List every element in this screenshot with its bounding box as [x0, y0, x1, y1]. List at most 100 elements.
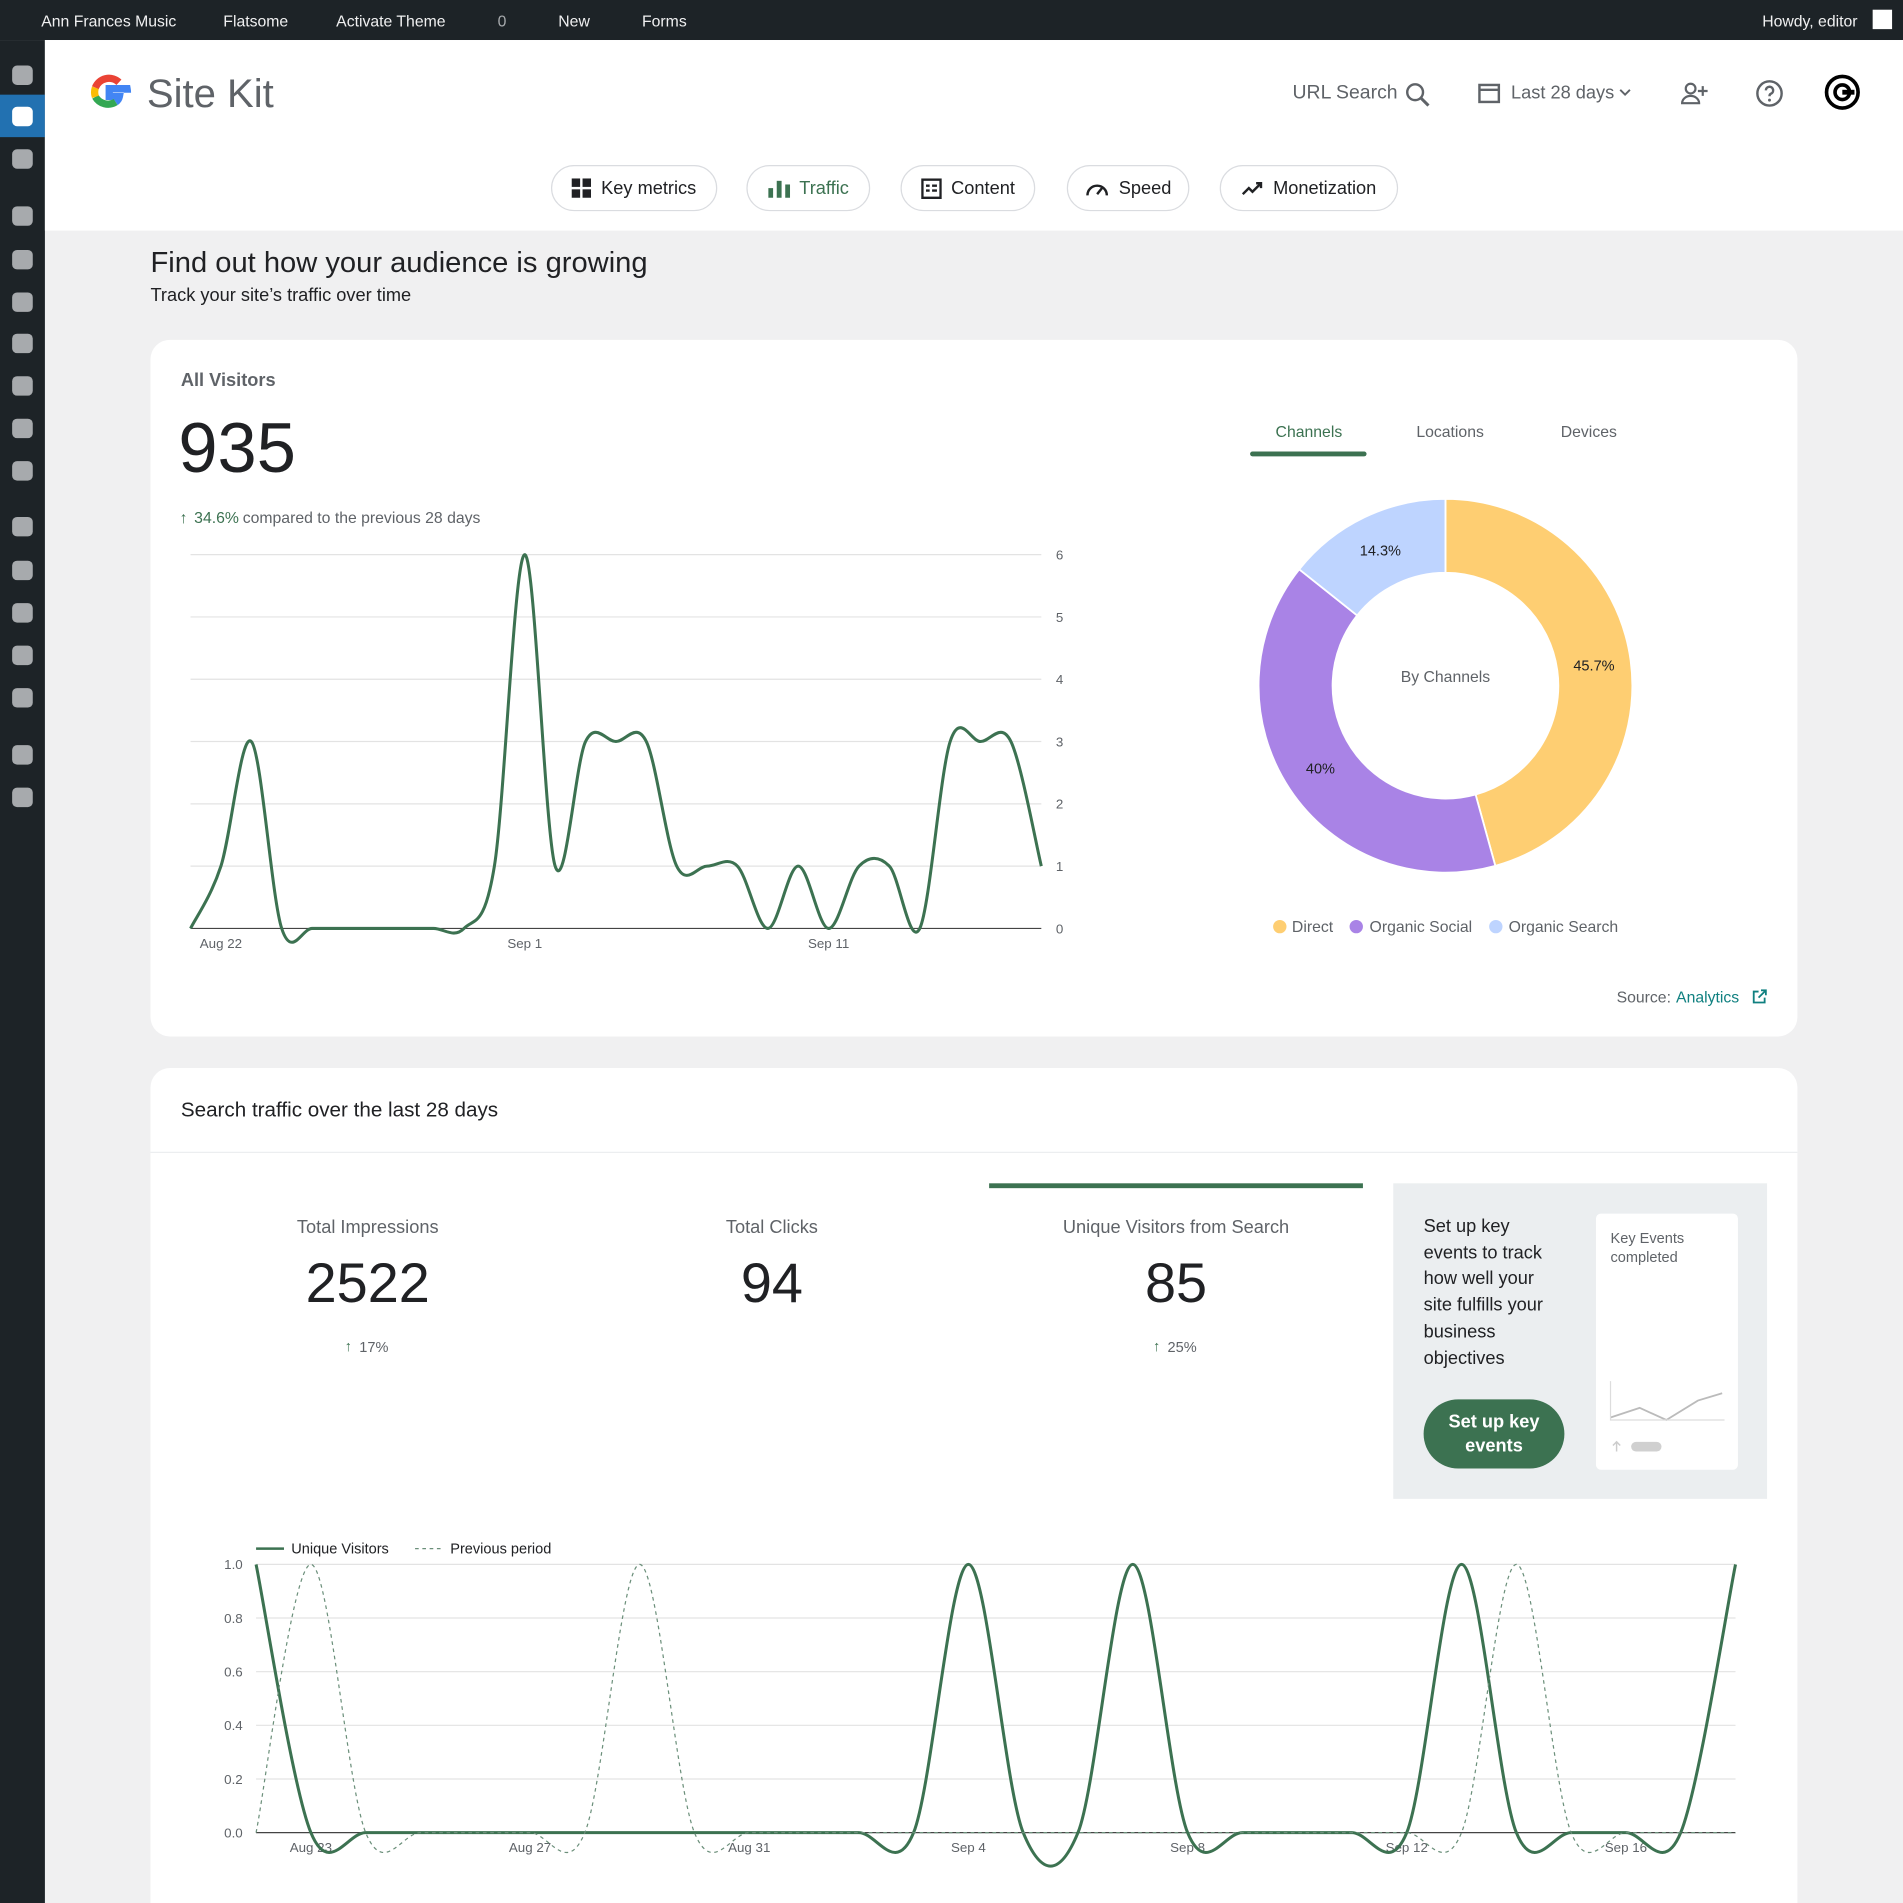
metric-value: 2522 — [305, 1251, 430, 1315]
x-tick-label: Aug 31 — [728, 1840, 770, 1855]
url-search[interactable]: URL Search — [1292, 82, 1398, 104]
search-icon[interactable] — [1404, 81, 1431, 108]
y-tick-label: 5 — [1056, 610, 1063, 625]
theme-link[interactable]: Flatsome — [223, 12, 289, 31]
change-arrow: ↑ — [179, 508, 188, 527]
y-tick-label: 0 — [1056, 921, 1063, 936]
menu-icon[interactable] — [12, 745, 33, 765]
card-label: All Visitors — [180, 370, 276, 391]
comments-count[interactable]: 0 — [497, 12, 507, 31]
visitors-total: 935 — [178, 409, 296, 488]
new-link[interactable]: New — [558, 12, 590, 31]
slice-label: 14.3% — [1360, 544, 1401, 560]
menu-icon[interactable] — [12, 560, 33, 581]
x-tick-label: Aug 22 — [200, 936, 242, 951]
legend-dot — [1489, 919, 1503, 934]
metric-indicator — [989, 1183, 1363, 1189]
activate-link[interactable]: Activate Theme — [336, 12, 446, 31]
legend-item: Organic Search — [1489, 918, 1618, 936]
nav-tab[interactable]: Key metrics — [550, 165, 718, 212]
y-tick-label: 0.0 — [224, 1825, 243, 1840]
legend-label: Organic Social — [1369, 917, 1473, 936]
nav-tab-label: Key metrics — [601, 177, 697, 199]
menu-icon[interactable] — [12, 292, 33, 312]
trend-icon — [1241, 182, 1263, 196]
section-subtitle: Track your site’s traffic over time — [150, 285, 412, 306]
speed-icon — [1085, 184, 1108, 196]
data-line — [254, 1562, 1738, 1868]
pie-slice — [1297, 497, 1447, 617]
donut-center-label: By Channels — [1400, 667, 1491, 686]
nav-tab-label: Speed — [1118, 177, 1172, 199]
source-label: Source: — [1616, 987, 1671, 1007]
x-tick-label: Sep 1 — [507, 936, 542, 951]
y-tick-label: 1 — [1056, 859, 1063, 874]
tab-indicator — [1250, 451, 1367, 457]
y-tick-label: 2 — [1056, 797, 1063, 812]
data-line — [189, 553, 1043, 944]
y-tick-label: 3 — [1056, 734, 1063, 749]
y-tick-label: 1.0 — [224, 1557, 243, 1572]
dimension-tab[interactable]: Locations — [1416, 422, 1484, 441]
x-tick-label: Sep 16 — [1605, 1840, 1647, 1855]
dimension-tab[interactable]: Devices — [1560, 422, 1617, 441]
menu-icon[interactable] — [12, 65, 33, 85]
y-tick-label: 0.8 — [224, 1611, 243, 1626]
y-tick-label: 0.4 — [224, 1718, 243, 1733]
metric-change: 25% — [1167, 1338, 1197, 1356]
nav-tab[interactable]: Monetization — [1219, 165, 1399, 212]
visitors-change: 34.6% — [194, 508, 239, 527]
legend-label: Organic Search — [1508, 917, 1619, 936]
card-title: Search traffic over the last 28 days — [180, 1098, 499, 1122]
admin-bar: Ann Frances Music Flatsome Activate Them… — [0, 0, 1903, 41]
setup-button[interactable]: Set up key events — [1423, 1399, 1565, 1469]
calendar-icon[interactable] — [1477, 80, 1501, 104]
metric-change: 17% — [359, 1338, 389, 1356]
menu-icon[interactable] — [12, 376, 33, 396]
menu-icon[interactable] — [12, 333, 33, 354]
button-label: Set up key events — [1448, 1410, 1540, 1456]
add-user-icon[interactable] — [1680, 80, 1709, 107]
external-icon — [1752, 989, 1767, 1004]
nav-tab[interactable]: Content — [900, 165, 1036, 212]
date-range[interactable]: Last 28 days — [1510, 82, 1615, 104]
forms-link[interactable]: Forms — [642, 12, 687, 31]
x-tick-label: Aug 27 — [509, 1840, 551, 1855]
legend-item: Organic Social — [1350, 918, 1472, 936]
slice-label: 40% — [1306, 761, 1335, 777]
metric-label[interactable]: Total Impressions — [296, 1217, 439, 1238]
nav-tab-active[interactable]: Traffic — [746, 165, 871, 212]
greeting[interactable]: Howdy, editor — [1762, 12, 1858, 31]
menu-icon[interactable] — [12, 149, 33, 169]
nav-tab[interactable]: Speed — [1066, 165, 1190, 212]
menu-icon[interactable] — [12, 603, 33, 623]
dimension-tab-active[interactable]: Channels — [1275, 422, 1343, 441]
nav-tab-label: Traffic — [799, 177, 849, 199]
preview-sparkline — [1609, 1381, 1725, 1452]
menu-icon[interactable] — [12, 517, 33, 537]
legend-label: Previous period — [450, 1541, 551, 1557]
menu-icon[interactable] — [12, 206, 33, 226]
metric-label[interactable]: Unique Visitors from Search — [1062, 1217, 1290, 1238]
menu-icon[interactable] — [12, 461, 33, 481]
menu-icon[interactable] — [12, 250, 33, 270]
data-line — [255, 1563, 1736, 1853]
site-link[interactable]: Ann Frances Music — [41, 12, 177, 31]
preview-card — [1595, 1213, 1738, 1470]
menu-icon[interactable] — [12, 688, 33, 708]
source-link[interactable]: Analytics — [1676, 987, 1740, 1007]
avatar[interactable] — [1872, 9, 1893, 30]
x-tick-label: Sep 11 — [808, 936, 849, 951]
menu-icon[interactable] — [12, 418, 33, 439]
y-tick-label: 6 — [1056, 547, 1063, 562]
y-tick-label: 0.2 — [224, 1772, 243, 1787]
menu-icon[interactable] — [12, 106, 33, 127]
chevron[interactable] — [1618, 86, 1633, 98]
account-icon[interactable] — [1824, 74, 1860, 110]
metric-label[interactable]: Total Clicks — [725, 1217, 818, 1238]
admin-sidebar — [0, 40, 45, 1903]
pie-slice — [1444, 497, 1634, 867]
menu-icon[interactable] — [12, 787, 33, 808]
menu-icon[interactable] — [12, 645, 33, 666]
help-icon[interactable] — [1755, 79, 1784, 108]
